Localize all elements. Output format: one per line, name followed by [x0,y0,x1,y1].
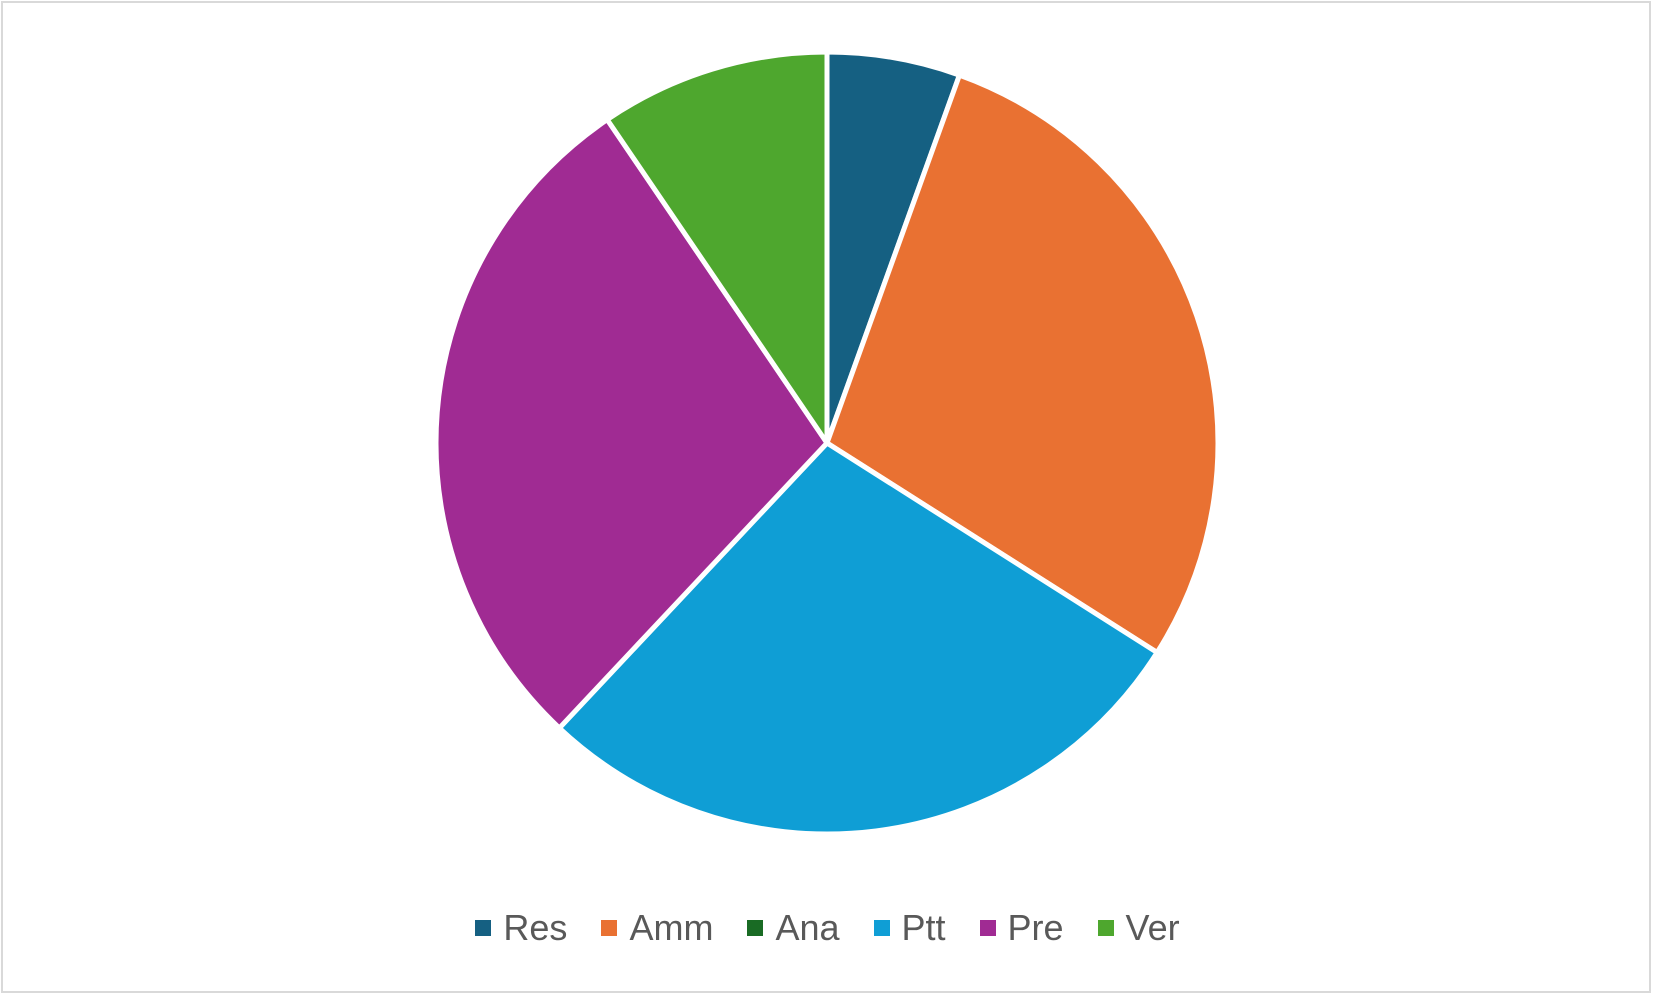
legend-item-res: Res [475,910,567,946]
legend-swatch-pre [979,920,996,936]
legend-item-ver: Ver [1097,907,1180,948]
pie-slice-pre [433,117,830,731]
legend-label-ana: Ana [775,907,840,948]
legend-label-res: Res [503,907,568,948]
legend-item-ana: Ana [747,907,840,948]
legend-label-amm: Amm [629,907,714,948]
pie-slice-ver [604,49,830,446]
legend-label-ptt: Ptt [901,907,946,948]
legend-swatch-ana [747,920,764,936]
legend-swatch-amm [601,920,618,936]
legend-label-ver: Ver [1125,907,1180,948]
legend-swatch-ver [1097,920,1114,936]
pie-slice-amm [824,72,1221,656]
chart-legend: Res Amm Ana Ptt Pre Ver [0,906,1655,950]
legend-label-pre: Pre [1007,907,1064,948]
legend-item-ptt: Ptt [873,907,946,948]
legend-item-pre: Pre [979,907,1064,948]
legend-swatch-ptt [873,920,890,936]
legend-swatch-res [475,920,492,936]
pie-slice-ptt [556,440,1160,837]
legend-item-amm: Amm [601,910,713,946]
